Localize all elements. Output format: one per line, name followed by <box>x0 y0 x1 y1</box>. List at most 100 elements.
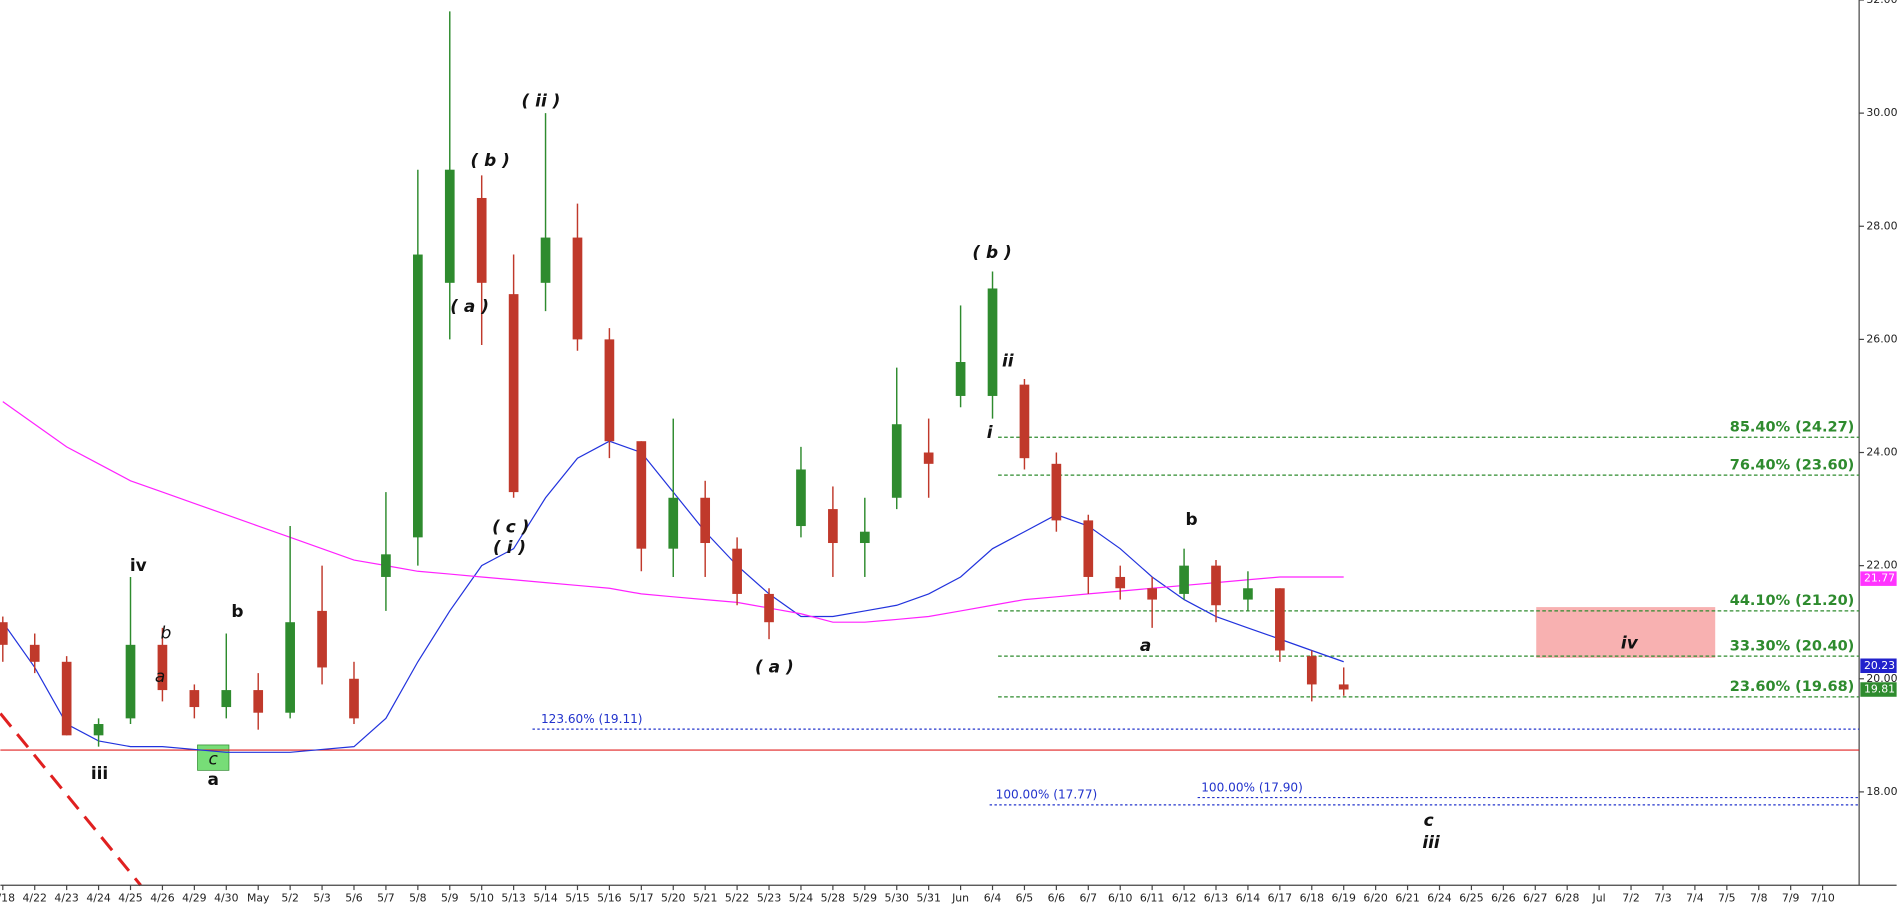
wave-label: ii <box>1002 351 1014 371</box>
price-tag-label: 20.23 <box>1864 659 1895 672</box>
x-tick-label: 4/24 <box>86 892 111 905</box>
candle-body <box>636 441 647 549</box>
candle-body <box>859 531 870 544</box>
wave-label: c <box>1424 810 1434 830</box>
x-tick-label: 5/23 <box>757 892 782 905</box>
y-tick-label: 20.00 <box>1866 672 1897 685</box>
candle-body <box>93 724 104 736</box>
x-tick-label: 4/25 <box>118 892 142 905</box>
x-tick-label: 5/28 <box>821 892 846 905</box>
wave-label: ( b ) <box>470 150 509 170</box>
wave-label: b <box>231 601 243 621</box>
wave-label: b <box>161 623 172 643</box>
x-tick-label: 7/10 <box>1810 892 1835 905</box>
x-tick-label: 6/20 <box>1363 892 1388 905</box>
x-tick-label: Jul <box>1592 892 1606 905</box>
candle-body <box>1083 520 1094 577</box>
candle-body <box>189 690 200 708</box>
y-tick-label: 18.00 <box>1866 785 1897 798</box>
candle-body <box>700 497 711 544</box>
x-tick-label: 5/3 <box>313 892 331 905</box>
x-tick-label: 5/15 <box>565 892 589 905</box>
x-tick-label: 7/8 <box>1750 892 1768 905</box>
candle-body <box>540 237 551 283</box>
candle-body <box>955 362 966 396</box>
wave-label: a <box>208 769 219 789</box>
x-tick-label: 7/2 <box>1622 892 1640 905</box>
x-tick-label: 7/4 <box>1686 892 1704 905</box>
x-tick-label: 4/29 <box>182 892 207 905</box>
wave-label: ( c ) <box>492 516 529 536</box>
wave-label: i <box>987 422 993 442</box>
candle-body <box>508 294 519 493</box>
candle-body <box>1051 463 1062 521</box>
price-tag-label: 19.81 <box>1864 683 1895 696</box>
candle-body <box>796 469 806 527</box>
x-tick-label: 6/17 <box>1268 892 1292 905</box>
y-tick-label: 24.00 <box>1866 446 1897 459</box>
x-tick-label: 5/22 <box>725 892 749 905</box>
candle-body <box>764 593 774 623</box>
x-tick-label: 5/20 <box>661 892 686 905</box>
x-tick-label: 6/7 <box>1080 892 1098 905</box>
wave-label: ( a ) <box>755 657 794 677</box>
candle-body <box>253 690 264 713</box>
wave-label: iii <box>1422 832 1440 852</box>
x-tick-label: 6/19 <box>1331 892 1356 905</box>
x-tick-label: 4/23 <box>54 892 79 905</box>
candle-body <box>732 548 742 594</box>
x-tick-label: 6/5 <box>1016 892 1034 905</box>
candle-body <box>1115 576 1126 589</box>
level-label: 85.40% (24.27) <box>1730 420 1855 436</box>
x-tick-label: 4/22 <box>23 892 47 905</box>
candle-body <box>285 622 295 713</box>
candle-body <box>987 288 998 396</box>
candle-body <box>1306 656 1317 685</box>
x-tick-label: 5/7 <box>377 892 395 905</box>
wave-label: a <box>155 666 165 686</box>
x-tick-label: 5/13 <box>501 892 526 905</box>
x-tick-label: 6/13 <box>1204 892 1229 905</box>
wave-label: ( a ) <box>450 296 489 316</box>
price-tag <box>1860 571 1897 586</box>
x-tick-label: 6/12 <box>1172 892 1196 905</box>
candle-body <box>29 644 40 662</box>
x-tick-label: 5/31 <box>916 892 940 905</box>
wave-label: iv <box>1621 632 1639 652</box>
x-tick-label: 6/21 <box>1395 892 1419 905</box>
x-tick-label: 4/18 <box>0 892 15 905</box>
y-tick-label: 26.00 <box>1866 332 1897 345</box>
candle-body <box>1275 588 1285 651</box>
x-tick-label: 5/9 <box>441 892 459 905</box>
y-tick-label: 22.00 <box>1866 559 1897 572</box>
candle-body <box>125 644 136 719</box>
price-tag <box>1860 682 1897 697</box>
candle-body <box>668 497 679 549</box>
wave-label: a <box>1140 635 1151 655</box>
candle-body <box>381 554 391 577</box>
x-tick-label: 7/9 <box>1782 892 1800 905</box>
candle-body <box>317 610 327 668</box>
x-tick-label: 6/14 <box>1236 892 1261 905</box>
candle-body <box>923 452 934 464</box>
y-tick-label: 32.00 <box>1866 0 1897 6</box>
x-tick-label: 5/29 <box>853 892 878 905</box>
y-tick-label: 30.00 <box>1866 106 1897 119</box>
candle-body <box>413 254 423 538</box>
candle-body <box>444 169 455 283</box>
level-label: 123.60% (19.11) <box>541 712 643 726</box>
wave-label: b <box>1186 509 1198 529</box>
x-tick-label: 5/21 <box>693 892 717 905</box>
candle-body <box>1179 565 1189 594</box>
candle-body <box>891 424 902 498</box>
x-tick-label: 7/3 <box>1654 892 1672 905</box>
x-tick-label: 6/4 <box>984 892 1002 905</box>
x-tick-label: 6/6 <box>1048 892 1066 905</box>
candle-body <box>61 661 72 736</box>
highlight-box <box>197 744 230 771</box>
x-tick-label: 4/26 <box>150 892 175 905</box>
wave-label: iii <box>91 763 108 783</box>
x-tick-label: 5/8 <box>409 892 427 905</box>
candle-body <box>349 678 359 719</box>
